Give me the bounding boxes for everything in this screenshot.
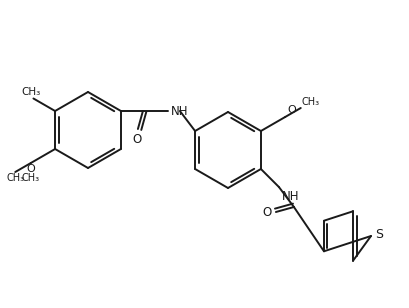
Text: O: O (132, 133, 142, 146)
Text: CH₃: CH₃ (302, 97, 320, 107)
Text: NH: NH (171, 104, 189, 117)
Text: O: O (27, 164, 35, 174)
Text: CH₃: CH₃ (22, 173, 40, 183)
Text: S: S (375, 228, 383, 241)
Text: CH₃: CH₃ (22, 87, 41, 96)
Text: O: O (287, 105, 296, 115)
Text: NH: NH (282, 190, 299, 203)
Text: CH₃: CH₃ (6, 173, 24, 183)
Text: O: O (263, 205, 272, 218)
